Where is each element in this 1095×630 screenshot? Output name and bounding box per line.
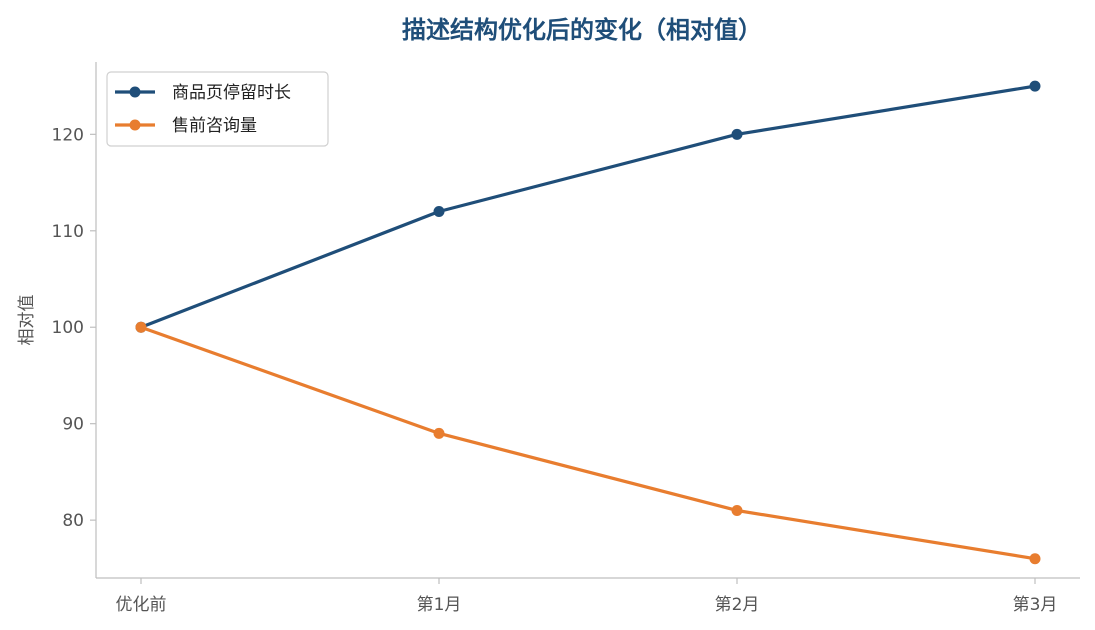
y-tick-label: 100 (52, 318, 84, 338)
series-2 (135, 321, 1041, 565)
chart-title: 描述结构优化后的变化（相对值） (402, 16, 762, 44)
data-point (731, 128, 743, 140)
series-line (140, 84, 1036, 329)
series-line (140, 325, 1036, 561)
data-point (135, 321, 147, 333)
data-point (433, 205, 445, 217)
legend-item: 商品页停留时长 (115, 83, 291, 103)
y-tick-label: 90 (62, 415, 84, 435)
data-point (433, 427, 445, 439)
y-tick-label: 120 (52, 125, 84, 145)
x-tick-label: 优化前 (116, 595, 167, 615)
y-tick-label: 80 (62, 511, 84, 531)
x-tick-label: 第2月 (715, 595, 760, 615)
legend-swatch-marker (129, 119, 141, 131)
legend-item: 售前咨询量 (115, 116, 257, 136)
data-point (1029, 80, 1041, 92)
x-tick-label: 第1月 (417, 595, 462, 615)
legend-label: 售前咨询量 (172, 116, 257, 136)
ticks-layer: 80 90 100 110 120 优化前 第1月 第2月 第3月 (52, 125, 1058, 615)
legend-swatch-marker (129, 86, 141, 98)
series-layer (135, 80, 1041, 565)
legend-label: 商品页停留时长 (172, 83, 291, 103)
legend-box (106, 71, 329, 147)
x-tick-label: 第3月 (1013, 595, 1058, 615)
y-tick-label: 110 (52, 222, 84, 242)
y-axis-label: 相对值 (17, 295, 37, 346)
data-point (731, 504, 743, 516)
data-point (1029, 553, 1041, 565)
